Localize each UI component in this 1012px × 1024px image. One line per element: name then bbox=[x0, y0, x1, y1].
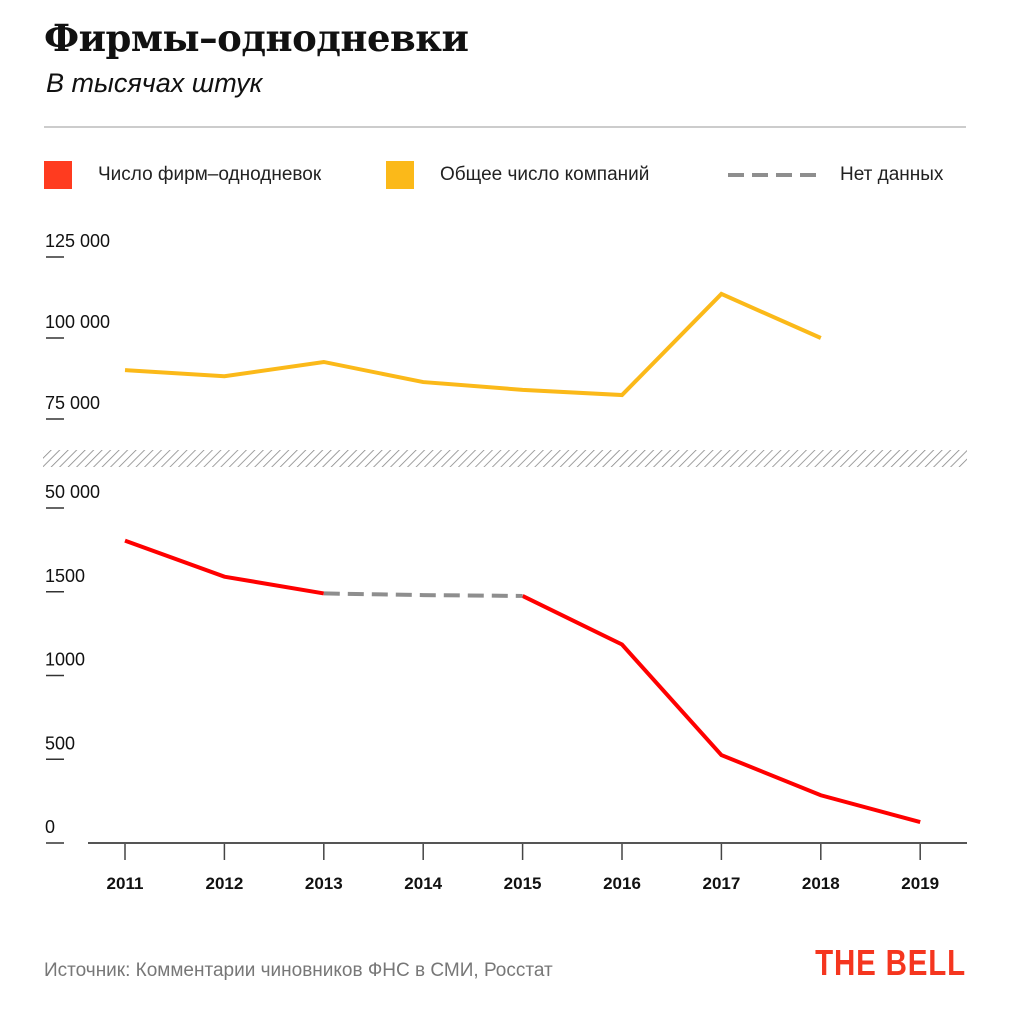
header-divider bbox=[44, 126, 966, 128]
x-tick-label: 2015 bbox=[504, 874, 542, 893]
lower-y-tick-label: 500 bbox=[45, 733, 75, 753]
legend-item-no-data: Нет данных bbox=[728, 160, 943, 190]
x-tick-label: 2017 bbox=[702, 874, 740, 893]
x-tick-label: 2013 bbox=[305, 874, 343, 893]
lower-y-tick-label: 0 bbox=[45, 817, 55, 837]
legend-swatch-red bbox=[44, 161, 72, 189]
series-shell-firms bbox=[124, 538, 325, 596]
series-total-companies bbox=[124, 291, 822, 398]
upper-y-tick-label: 100 000 bbox=[45, 312, 110, 332]
legend-label: Общее число компаний bbox=[440, 164, 650, 185]
x-tick-label: 2012 bbox=[205, 874, 243, 893]
brand-logo: THE BELL bbox=[815, 942, 966, 983]
x-tick-label: 2019 bbox=[901, 874, 939, 893]
chart-subtitle: В тысячах штук bbox=[46, 68, 263, 98]
legend-label: Нет данных bbox=[840, 164, 944, 185]
legend-label: Число фирм–однодневок bbox=[98, 164, 322, 185]
legend: Число фирм–однодневок Общее число компан… bbox=[0, 160, 1012, 190]
upper-y-tick-label: 75 000 bbox=[45, 393, 100, 413]
lower-y-tick-label: 1000 bbox=[45, 650, 85, 670]
upper-y-tick-label: 125 000 bbox=[45, 231, 110, 251]
lower-y-tick-label: 50 000 bbox=[45, 482, 100, 502]
x-tick-label: 2018 bbox=[802, 874, 840, 893]
axis-break-band bbox=[43, 450, 967, 467]
source-note: Источник: Комментарии чиновников ФНС в С… bbox=[44, 960, 553, 981]
legend-item-total-companies: Общее число компаний bbox=[386, 160, 649, 190]
chart-title: Фирмы–однодневки bbox=[44, 16, 469, 60]
series-no-data bbox=[323, 591, 523, 598]
legend-dashed-line-icon bbox=[728, 173, 816, 177]
x-tick-label: 2014 bbox=[404, 874, 442, 893]
x-tick-label: 2011 bbox=[107, 874, 144, 893]
lower-y-tick-label: 1500 bbox=[45, 566, 85, 586]
x-tick-label: 2016 bbox=[603, 874, 641, 893]
legend-item-shell-firms: Число фирм–однодневок bbox=[44, 160, 321, 190]
series-shell-firms bbox=[521, 594, 921, 824]
legend-swatch-yellow bbox=[386, 161, 414, 189]
